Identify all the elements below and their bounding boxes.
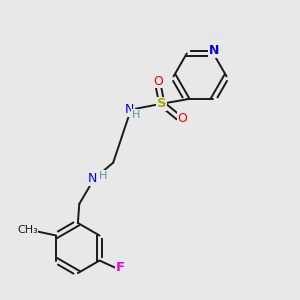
- Text: O: O: [153, 75, 163, 88]
- Text: H: H: [99, 171, 107, 181]
- Text: H: H: [132, 110, 140, 120]
- Text: N: N: [88, 172, 97, 185]
- Text: CH₃: CH₃: [17, 225, 38, 235]
- Text: N: N: [125, 103, 134, 116]
- Text: F: F: [116, 261, 125, 274]
- Text: O: O: [178, 112, 187, 125]
- Text: N: N: [209, 44, 219, 57]
- Text: S: S: [157, 97, 166, 110]
